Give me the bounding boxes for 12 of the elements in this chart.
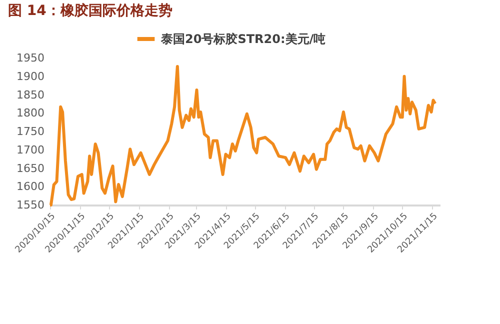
y-tick-label: 1950: [16, 52, 44, 64]
y-tick-label: 1800: [16, 106, 44, 120]
legend-label: 泰国20号标胶STR20:美元/吨: [160, 32, 326, 46]
y-tick-label: 1650: [16, 162, 44, 175]
chart-title: 图 14：橡胶国际价格走势: [8, 2, 172, 19]
y-tick-label: 1850: [16, 88, 44, 102]
y-tick-label: 1750: [16, 125, 44, 138]
y-tick-label: 1550: [16, 198, 44, 212]
line-series: [48, 64, 437, 206]
y-tick-label: 1700: [16, 143, 44, 156]
y-tick-label: 1900: [16, 70, 44, 83]
y-tick-label: 1600: [16, 180, 44, 194]
